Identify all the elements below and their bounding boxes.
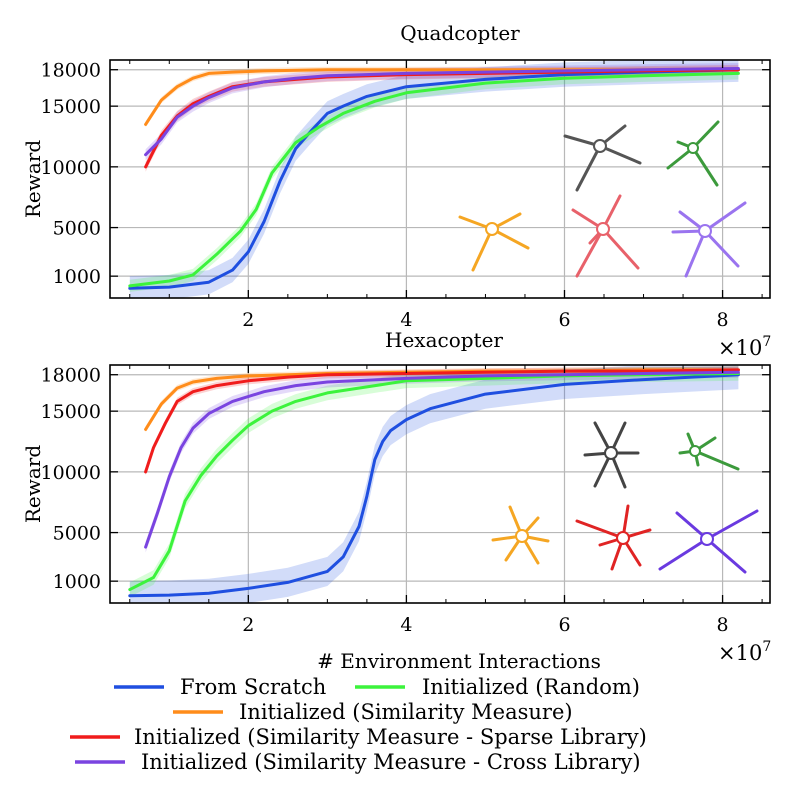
legend-label: Initialized (Similarity Measure) [239,700,573,724]
series-line-random [128,372,740,592]
multiplier-base: ×10 [718,641,762,665]
legend-entry-cross: Initialized (Similarity Measure - Cross … [75,750,641,774]
series-line-random [128,71,740,288]
y-axis-label: Reward [21,140,45,218]
multiplier-exponent: 7 [762,334,771,350]
drone-icon-red-quad [571,194,640,278]
drone-icon-dark-hex [583,421,640,489]
axis-ticks: 2 4 6 8 1000 5000 10000 15000 18000 [41,60,770,331]
drone-icon-red-hex [575,504,652,571]
drone-icon-green-hex [678,432,740,471]
plot-frame [109,59,771,299]
drone-icon-orange-hex [491,505,550,565]
x-axis-label: # Environment Interactions [317,649,601,673]
y-axis-label: Reward [21,445,45,523]
multiplier-exponent: 7 [762,639,771,655]
y-tick-label: 10000 [41,462,101,484]
chart-title: Quadcopter [400,21,520,45]
legend-entry-from-scratch: From Scratch [114,675,326,699]
multiplier-base: ×10 [718,336,762,360]
drone-icon-purple-hex [658,509,759,574]
y-tick-label: 18000 [41,365,101,387]
legend: From Scratch Initialized (Random) Initia… [70,675,647,774]
x-tick-label: 6 [558,309,570,331]
drone-icon-green-quad [666,120,720,187]
confidence-bands [129,365,739,603]
legend-label: From Scratch [180,675,326,699]
chart-title: Hexacopter [385,328,503,352]
band-from_scratch [129,365,739,603]
series-line-cross [144,370,740,549]
y-tick-label: 5000 [53,523,101,545]
x-tick-label: 2 [242,309,254,331]
band-cross [145,63,739,161]
legend-label: Initialized (Random) [422,675,640,699]
series-line-from_scratch [128,373,740,598]
x-tick-label: 4 [400,614,412,636]
legend-label: Initialized (Similarity Measure - Cross … [141,750,641,774]
series-line-sparse [144,368,740,474]
legend-entry-sparse: Initialized (Similarity Measure - Sparse… [70,725,647,749]
y-tick-label: 18000 [41,60,101,82]
y-tick-label: 5000 [53,218,101,240]
x-tick-label: 8 [717,614,729,636]
drone-icon-purple-quad [671,201,747,278]
series-line-cross [144,67,740,157]
x-tick-label: 6 [558,614,570,636]
x-axis-multiplier: ×107 [718,334,771,360]
plot-frame [109,364,771,604]
y-tick-label: 1000 [53,266,101,288]
band-similarity [145,66,739,128]
y-tick-label: 1000 [53,571,101,593]
legend-entry-similarity: Initialized (Similarity Measure) [173,700,573,724]
y-tick-label: 15000 [41,96,101,118]
legend-entry-random: Initialized (Random) [355,675,640,699]
axis-ticks: 2 4 6 8 1000 5000 10000 15000 18000 [41,365,770,636]
series-lines [128,67,740,290]
x-tick-label: 8 [717,309,729,331]
x-tick-label: 4 [400,309,412,331]
legend-label: Initialized (Similarity Measure - Sparse… [134,725,647,749]
x-tick-label: 2 [242,614,254,636]
drone-icon-orange-quad [458,212,530,272]
x-axis-multiplier: ×107 [718,639,771,665]
band-random [129,67,739,292]
y-tick-label: 10000 [41,157,101,179]
panel-quadcopter: Quadcopter [21,21,771,360]
drone-icon-dark-quad [563,124,642,192]
y-tick-label: 15000 [41,401,101,423]
panel-hexacopter: Hexacopter [21,328,771,673]
